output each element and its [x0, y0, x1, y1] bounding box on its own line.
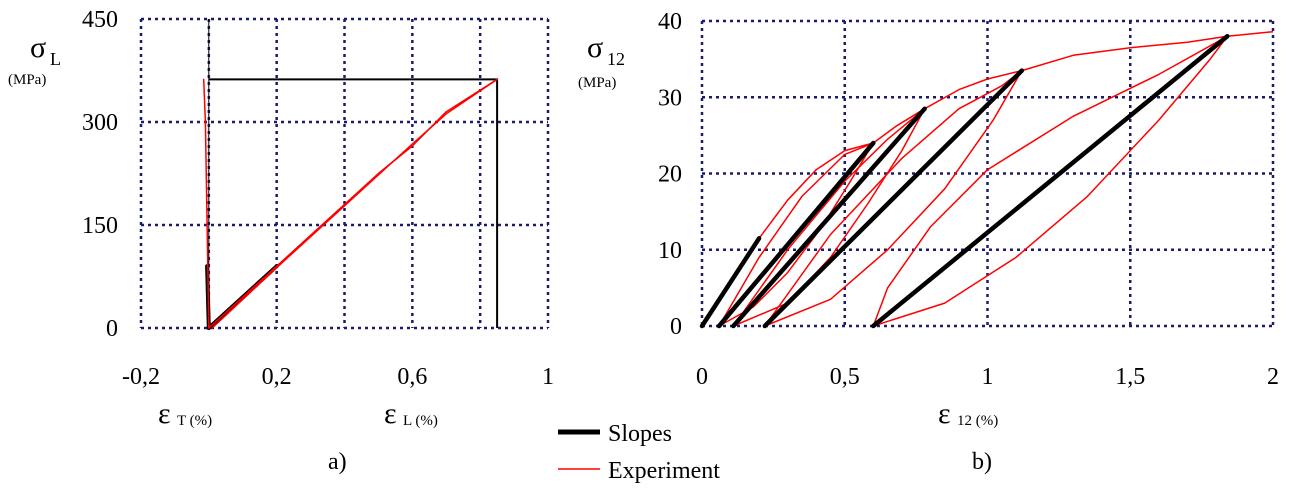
panel-a-y-tick-label: 0: [106, 316, 118, 342]
panel-b-y-symbol: σ: [587, 31, 603, 64]
panel-b-x-tick-label: 0,5: [830, 364, 860, 390]
panel-a: 0 150 300 450 -0,2 0,2 0,6 1 σ L (MPa) ε T (%)…: [8, 7, 554, 475]
panel-b-slope-line: [765, 71, 1022, 326]
panel-a-xT-symbol: ε: [158, 397, 171, 430]
panel-a-x-tick-label: 1: [542, 364, 554, 390]
panel-b-x-tick-label: 1: [982, 364, 994, 390]
panel-a-series: [204, 79, 497, 328]
panel-a-y-symbol: σ: [30, 31, 46, 64]
panel-a-y-unit: (MPa): [8, 72, 46, 88]
panel-a-y-tick-label: 300: [82, 110, 118, 136]
panel-b-label: b): [972, 449, 992, 475]
panel-b-y-unit: (MPa): [578, 75, 616, 91]
panel-a-y-tick-label: 150: [82, 213, 118, 239]
panel-b-x-ticks: 0 0,5 1 1,5 2: [696, 364, 1279, 390]
panel-b-experiment-line: [1022, 32, 1273, 71]
panel-a-y-tick-label: 450: [82, 7, 118, 33]
panel-b-slope-line: [733, 109, 924, 326]
panel-b-y-ticks: 0 10 20 30 40: [658, 9, 682, 340]
panel-b-x-tick-label: 0: [696, 364, 708, 390]
panel-b-x-tick-label: 1,5: [1115, 364, 1145, 390]
panel-a-label: a): [328, 449, 347, 475]
panel-b-x-symbol: ε: [938, 397, 951, 430]
legend-experiment-label: Experiment: [608, 458, 720, 484]
panel-b-slope-line: [719, 143, 873, 326]
panel-a-experiment-line: [212, 79, 497, 328]
panel-a-xT-sub: T (%): [177, 413, 212, 429]
panel-b-x-tick-label: 2: [1267, 364, 1279, 390]
panel-a-xL-sub: L (%): [403, 413, 438, 429]
panel-b-y-tick-label: 10: [658, 238, 682, 264]
panel-b-experiment-line: [759, 143, 873, 238]
panel-b-y-tick-label: 20: [658, 162, 682, 188]
panel-b-x-sub: 12 (%): [957, 413, 998, 429]
panel-a-y-ticks: 0 150 300 450: [82, 7, 118, 342]
panel-b-y-tick-label: 30: [658, 85, 682, 111]
panel-a-x-tick-label: 0,6: [397, 364, 427, 390]
panel-a-reference-lines: [209, 19, 497, 328]
panel-b-y-tick-label: 0: [670, 314, 682, 340]
panel-a-x-ticks: -0,2 0,2 0,6 1: [122, 364, 554, 390]
panel-a-x-tick-label: -0,2: [122, 364, 160, 390]
panel-a-x-tick-label: 0,2: [262, 364, 292, 390]
panel-b-y-tick-label: 40: [658, 9, 682, 35]
legend-slopes-label: Slopes: [608, 421, 672, 447]
panel-a-y-sub: L: [50, 49, 61, 69]
legend: Slopes Experiment: [558, 421, 720, 484]
panel-b-experiment-line: [925, 71, 1022, 109]
panel-a-grid: [141, 19, 548, 328]
panel-b-slope-line: [873, 36, 1227, 326]
panel-b-y-sub: 12: [607, 49, 625, 69]
panel-a-xL-symbol: ε: [384, 397, 397, 430]
